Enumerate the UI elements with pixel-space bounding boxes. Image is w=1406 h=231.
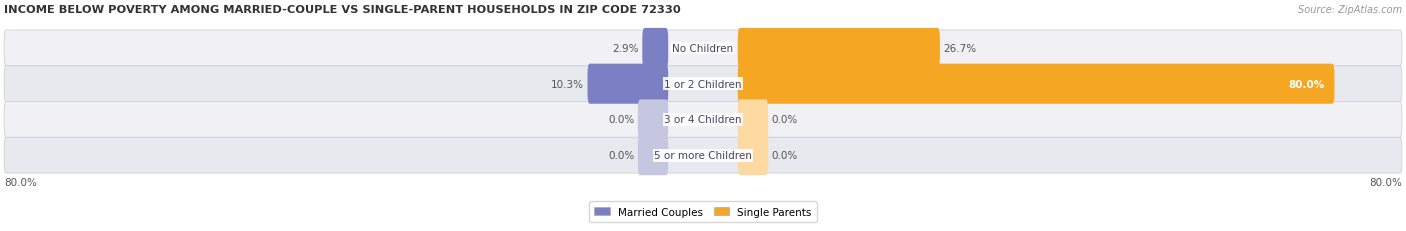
Text: 80.0%: 80.0% <box>1288 79 1324 89</box>
Legend: Married Couples, Single Parents: Married Couples, Single Parents <box>589 202 817 222</box>
FancyBboxPatch shape <box>738 136 768 176</box>
Text: 2.9%: 2.9% <box>612 44 638 54</box>
Text: 26.7%: 26.7% <box>943 44 977 54</box>
FancyBboxPatch shape <box>638 136 668 176</box>
Text: 10.3%: 10.3% <box>551 79 583 89</box>
Text: Source: ZipAtlas.com: Source: ZipAtlas.com <box>1298 5 1402 15</box>
Text: 0.0%: 0.0% <box>772 115 799 125</box>
Text: 3 or 4 Children: 3 or 4 Children <box>664 115 742 125</box>
FancyBboxPatch shape <box>4 138 1402 173</box>
Text: 0.0%: 0.0% <box>607 115 634 125</box>
Text: No Children: No Children <box>672 44 734 54</box>
FancyBboxPatch shape <box>4 102 1402 138</box>
Text: 80.0%: 80.0% <box>4 177 37 187</box>
Text: 80.0%: 80.0% <box>1369 177 1402 187</box>
FancyBboxPatch shape <box>738 29 939 69</box>
FancyBboxPatch shape <box>738 64 1334 104</box>
FancyBboxPatch shape <box>4 67 1402 102</box>
Text: 5 or more Children: 5 or more Children <box>654 151 752 161</box>
Text: 0.0%: 0.0% <box>772 151 799 161</box>
Text: 0.0%: 0.0% <box>607 151 634 161</box>
FancyBboxPatch shape <box>638 100 668 140</box>
FancyBboxPatch shape <box>643 29 668 69</box>
FancyBboxPatch shape <box>4 31 1402 67</box>
Text: 1 or 2 Children: 1 or 2 Children <box>664 79 742 89</box>
FancyBboxPatch shape <box>588 64 668 104</box>
FancyBboxPatch shape <box>738 100 768 140</box>
Text: INCOME BELOW POVERTY AMONG MARRIED-COUPLE VS SINGLE-PARENT HOUSEHOLDS IN ZIP COD: INCOME BELOW POVERTY AMONG MARRIED-COUPL… <box>4 5 681 15</box>
